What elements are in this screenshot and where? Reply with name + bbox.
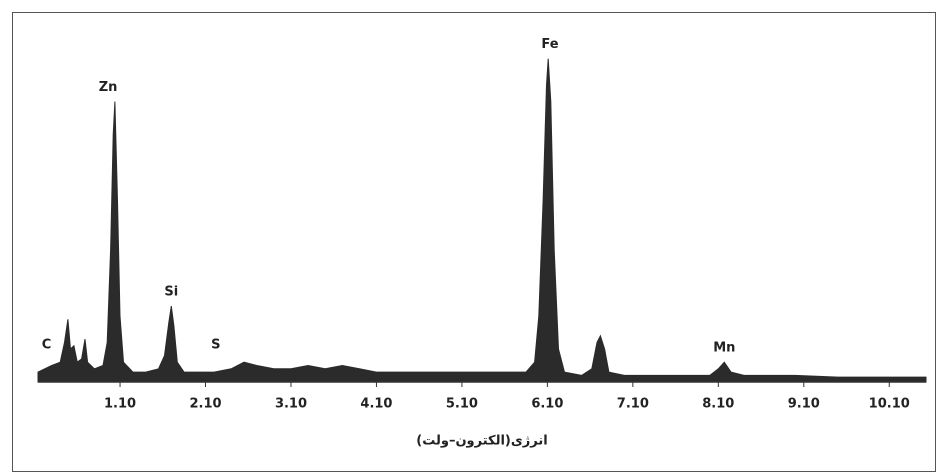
peak-label: Mn	[713, 341, 735, 356]
peak-label: Si	[164, 285, 178, 300]
x-tick-label: 8.10	[702, 397, 734, 412]
x-tick-label: 4.10	[360, 397, 392, 412]
x-tick-label: 7.10	[617, 397, 649, 412]
spectrum	[37, 58, 927, 383]
peak-label: Zn	[99, 80, 118, 95]
peak-label: C	[42, 337, 52, 352]
x-tick-label: 5.10	[446, 397, 478, 412]
x-tick-label: 10.10	[869, 397, 910, 412]
x-tick-label: 1.10	[104, 397, 136, 412]
x-axis-label: انرژی(الکترون–ولت)	[416, 434, 547, 449]
x-tick-label: 9.10	[788, 397, 820, 412]
peak-label: S	[211, 337, 220, 352]
x-tick-label: 3.10	[275, 397, 307, 412]
x-tick-label: 2.10	[189, 397, 221, 412]
x-tick-label: 6.10	[531, 397, 563, 412]
peak-label: Fe	[541, 37, 558, 52]
